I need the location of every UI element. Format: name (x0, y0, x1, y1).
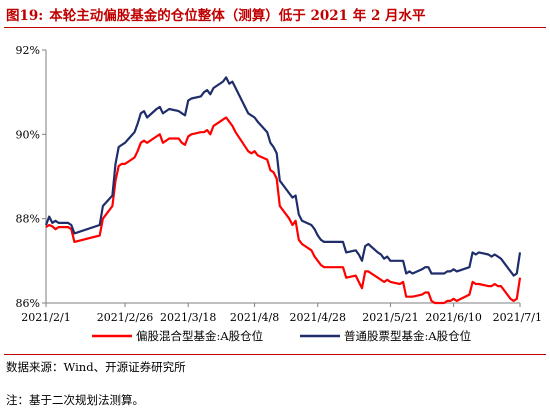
y-tick-label: 88% (16, 213, 40, 226)
x-tick-label: 2021/5/21 (362, 311, 418, 324)
x-tick-label: 2021/3/18 (160, 311, 216, 324)
y-tick-label: 90% (16, 128, 40, 141)
figure-title-text: 本轮主动偏股基金的仓位整体（测算）低于 2021 年 2 月水平 (49, 8, 426, 24)
series-layer (44, 76, 522, 305)
x-tick-label: 2021/7/1 (493, 311, 542, 324)
x-tick-label: 2021/4/8 (230, 311, 279, 324)
figure-title: 图19: 本轮主动偏股基金的仓位整体（测算）低于 2021 年 2 月水平 (6, 4, 546, 24)
legend-label-2: 普通股票型基金:A股仓位 (344, 329, 471, 343)
legend-label-1: 偏股混合型基金:A股仓位 (136, 329, 263, 343)
series-line-2 (44, 76, 522, 277)
x-tick-label: 2021/6/10 (425, 311, 481, 324)
data-source: 数据来源：Wind、开源证券研究所 (6, 360, 186, 374)
chart-axes: 86% 88% 90% 92% 2021/2/1 2021/2/26 2021/3/18 20… (16, 44, 542, 324)
y-tick-label: 86% (16, 297, 40, 310)
y-tick-label: 92% (16, 44, 40, 57)
figure-label: 图19: (6, 8, 44, 24)
title-divider (4, 27, 546, 28)
chart-legend: 偏股混合型基金:A股仓位 普通股票型基金:A股仓位 (92, 329, 471, 343)
line-chart: 86% 88% 90% 92% 2021/2/1 2021/2/26 2021/3/18 20… (16, 44, 542, 343)
footnote: 注：基于二次规划法测算。 (6, 393, 144, 407)
x-tick-label: 2021/4/28 (290, 311, 346, 324)
x-tick-label: 2021/2/26 (97, 311, 153, 324)
x-tick-label: 2021/2/1 (21, 311, 70, 324)
series-line-1 (45, 116, 522, 305)
source-divider (4, 354, 546, 355)
